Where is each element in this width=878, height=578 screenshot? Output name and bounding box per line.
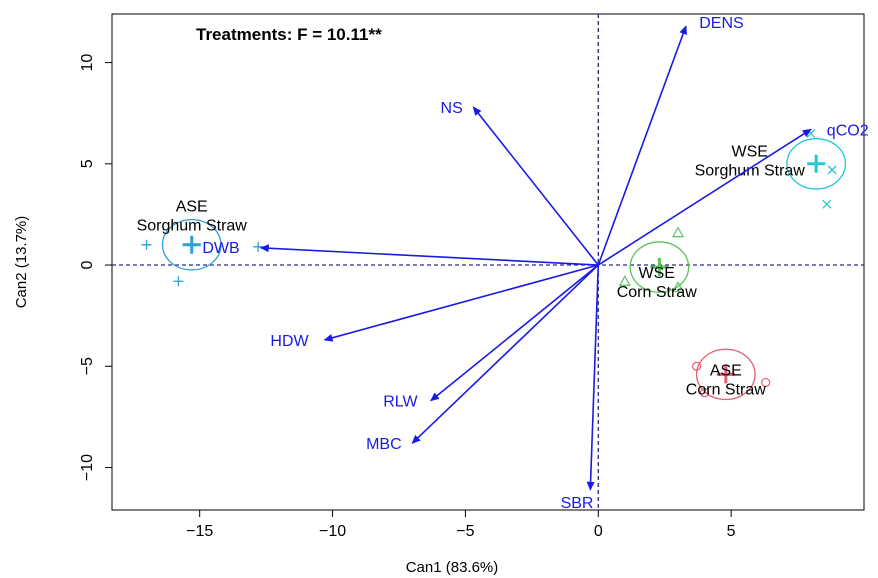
- group-circle: [161, 219, 222, 271]
- group-centroid: [182, 235, 201, 254]
- y-tick-label: 5: [79, 159, 96, 168]
- data-point: [671, 226, 685, 238]
- x-axis-label: Can1 (83.6%): [406, 559, 499, 576]
- vector-label: RLW: [383, 394, 418, 411]
- data-point: [699, 387, 710, 398]
- x-tick-label: 0: [594, 523, 603, 540]
- loading-vector: [430, 264, 599, 402]
- group-label: WSE: [639, 265, 675, 282]
- plot-frame: [111, 13, 865, 511]
- data-point: [691, 361, 702, 371]
- group-centroid: [650, 258, 669, 277]
- vector-label: SBR: [561, 495, 594, 512]
- y-tick-label: 10: [79, 54, 96, 72]
- x-tick-label: 5: [727, 523, 736, 540]
- loading-vector: [586, 265, 600, 491]
- y-tick-label: −10: [79, 454, 96, 481]
- loading-vector: [597, 128, 812, 266]
- data-point: [671, 281, 685, 292]
- group-centroid: [807, 154, 826, 173]
- group-circle: [695, 348, 756, 401]
- data-point: [822, 199, 832, 209]
- loading-vector: [472, 106, 599, 266]
- data-point: [761, 377, 771, 388]
- vector-label: HDW: [270, 333, 309, 350]
- vector-label: DENS: [699, 15, 743, 32]
- group-centroid: [716, 365, 735, 384]
- loading-vector: [597, 25, 687, 266]
- loading-vector: [411, 264, 599, 444]
- group-circle: [629, 241, 690, 293]
- vector-label: qCO2: [827, 122, 869, 139]
- vector-label: MBC: [366, 436, 402, 453]
- group-label: Sorghum Straw: [695, 163, 806, 180]
- chart-title: Treatments: F = 10.11**: [196, 25, 382, 44]
- vector-label: DWB: [202, 240, 239, 257]
- group-circle: [786, 138, 847, 190]
- group-label: Sorghum Straw: [137, 217, 248, 234]
- data-point: [173, 276, 184, 287]
- data-point: [141, 239, 152, 250]
- data-point: [253, 241, 264, 252]
- data-point: [827, 165, 837, 175]
- group-label: ASE: [176, 198, 208, 215]
- group-label: Corn Straw: [617, 284, 697, 301]
- data-point: [618, 274, 631, 286]
- y-axis-label: Can2 (13.7%): [13, 216, 30, 309]
- group-label: Corn Straw: [686, 381, 766, 398]
- x-tick-label: −5: [456, 523, 474, 540]
- y-tick-label: 0: [79, 260, 96, 269]
- group-label: ASE: [710, 362, 742, 379]
- y-tick-label: −5: [79, 357, 96, 375]
- x-tick-label: −15: [186, 523, 213, 540]
- loading-vector: [323, 264, 599, 342]
- vector-label: NS: [441, 100, 463, 117]
- loading-vector: [259, 244, 599, 266]
- group-label: WSE: [732, 144, 768, 161]
- x-tick-label: −10: [319, 523, 346, 540]
